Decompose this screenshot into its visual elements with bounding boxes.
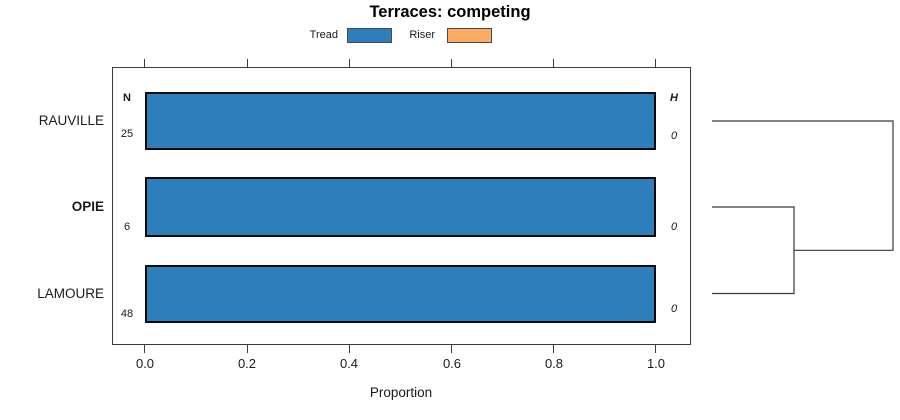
category-label-lamoure: LAMOURE [37, 286, 104, 301]
x-tick-label: 1.0 [646, 356, 666, 371]
legend-label-tread: Tread [309, 29, 338, 41]
x-axis-tick-top [144, 59, 145, 67]
x-axis-tick-bottom [451, 345, 452, 353]
plot-area [112, 67, 691, 345]
dendrogram [712, 120, 894, 295]
h-value-lamoure: 0 [670, 303, 678, 315]
dendrogram-inner-merge [712, 206, 795, 295]
h-value-rauville: 0 [670, 130, 678, 142]
bar-opie-tread [145, 177, 656, 237]
x-axis-tick-bottom [655, 345, 656, 353]
x-tick-label: 0.6 [442, 356, 462, 371]
chart-title: Terraces: competing [369, 3, 531, 21]
n-value-rauville: 25 [120, 128, 134, 140]
legend-swatch-tread [347, 28, 392, 43]
legend-label-riser: Riser [409, 29, 435, 41]
x-tick-label: 0.8 [544, 356, 564, 371]
category-label-rauville: RAUVILLE [38, 113, 104, 128]
x-axis-tick-bottom [247, 345, 248, 353]
bar-rauville-tread [145, 92, 656, 150]
x-axis-tick-bottom [553, 345, 554, 353]
bar-lamoure-tread [145, 265, 656, 323]
legend-swatch-riser [447, 28, 492, 43]
h-column-header: H [670, 92, 678, 104]
x-tick-label: 0.2 [237, 356, 257, 371]
n-value-opie: 6 [123, 221, 131, 233]
x-axis-tick-top [553, 59, 554, 67]
x-tick-label: 0.4 [339, 356, 359, 371]
h-value-opie: 0 [670, 221, 678, 233]
n-value-lamoure: 48 [120, 308, 134, 320]
x-axis-label: Proportion [369, 385, 433, 400]
x-axis-tick-top [247, 59, 248, 67]
x-axis-tick-top [655, 59, 656, 67]
dendrogram-outer-merge [712, 120, 894, 251]
x-axis-tick-top [451, 59, 452, 67]
x-axis-tick-bottom [349, 345, 350, 353]
x-tick-label: 0.0 [135, 356, 155, 371]
category-label-opie: OPIE [71, 199, 104, 214]
x-axis-tick-top [349, 59, 350, 67]
n-column-header: N [123, 92, 131, 104]
x-axis-tick-bottom [144, 345, 145, 353]
